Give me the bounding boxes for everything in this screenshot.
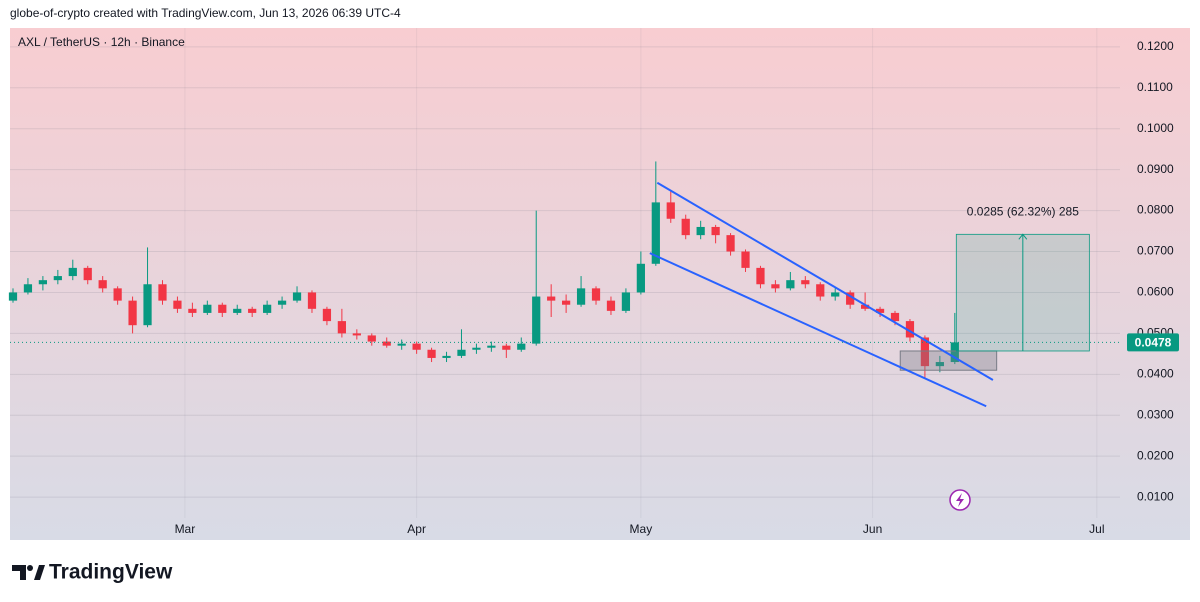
candle-body — [427, 349, 436, 358]
last-price-label: 0.0478 — [1135, 336, 1172, 350]
candle-body — [337, 321, 346, 334]
candle-body — [562, 300, 571, 305]
candle-body — [756, 267, 765, 285]
candle-body — [666, 202, 675, 219]
candle-body — [831, 292, 840, 297]
candle-body — [846, 292, 855, 305]
candle-body — [23, 284, 33, 293]
logo-shape — [34, 565, 45, 580]
candle-body — [532, 296, 541, 344]
candle-body — [576, 288, 586, 305]
candle-body — [263, 304, 272, 313]
x-tick-label: Mar — [175, 522, 196, 536]
candle-body — [322, 308, 332, 322]
candle-body — [890, 312, 900, 322]
last-price-tag — [1127, 333, 1179, 352]
candle-body — [726, 235, 735, 252]
candle-body — [203, 304, 212, 313]
candle-body — [83, 267, 92, 281]
candle-body — [442, 355, 451, 358]
candle-body — [98, 280, 107, 289]
trendline — [649, 252, 987, 408]
alert-icon-bolt — [956, 493, 964, 507]
candle-body — [502, 345, 511, 350]
candle-body — [382, 341, 391, 346]
candle-body — [188, 308, 197, 313]
header: globe-of-crypto created with TradingView… — [10, 6, 401, 20]
y-tick-label: 0.0900 — [1137, 162, 1174, 176]
candle-body — [233, 308, 242, 313]
logo-shape — [27, 565, 33, 571]
candle-body — [397, 343, 406, 346]
candle-body — [547, 296, 556, 301]
candle-body — [741, 251, 750, 268]
x-tick-label: May — [630, 522, 653, 536]
candle-body — [143, 284, 152, 326]
candle-body — [173, 300, 182, 309]
candle-body — [277, 300, 287, 305]
candle-body — [8, 292, 18, 301]
candle-body — [307, 292, 317, 309]
brand-logo — [12, 565, 45, 580]
candle-body — [487, 345, 496, 348]
y-tick-label: 0.1100 — [1137, 80, 1173, 94]
candle-body — [367, 335, 376, 342]
candle-body — [38, 280, 47, 285]
candle-body — [218, 304, 227, 313]
logo-shape — [12, 565, 26, 580]
y-tick-label: 0.0100 — [1137, 489, 1174, 503]
candle-body — [128, 300, 137, 326]
x-tick-label: Apr — [407, 522, 426, 536]
measure-arrowhead — [1018, 233, 1028, 240]
candle-body — [158, 284, 167, 301]
candle-body — [606, 300, 616, 311]
y-tick-label: 0.1000 — [1137, 121, 1174, 135]
candle-body — [696, 226, 705, 236]
candle-body — [920, 337, 930, 367]
brand: TradingView — [49, 561, 173, 584]
range-box — [899, 350, 998, 371]
candle-body — [711, 226, 720, 236]
y-tick-label: 0.0200 — [1137, 448, 1174, 462]
y-tick-label: 0.0700 — [1137, 244, 1174, 258]
candle-body — [771, 284, 780, 289]
y-tick-label: 0.0300 — [1137, 407, 1174, 421]
candle-body — [651, 202, 660, 264]
chart-title: AXL / TetherUS · 12h · Binance — [18, 35, 185, 49]
candle-body — [248, 308, 257, 313]
y-tick-label: 0.0400 — [1137, 366, 1174, 380]
candle-body — [591, 288, 601, 301]
candle-body — [636, 263, 645, 293]
candle-body — [621, 292, 631, 311]
candle-body — [113, 288, 122, 301]
y-tick-label: 0.0800 — [1137, 203, 1174, 217]
candle-body — [292, 292, 302, 301]
candle-body — [786, 280, 795, 289]
candle-body — [950, 342, 959, 363]
candle-body — [352, 333, 361, 336]
chart-panel — [10, 28, 1190, 540]
y-tick-label: 0.1200 — [1137, 39, 1174, 53]
x-tick-label: Jun — [863, 522, 882, 536]
candle-body — [457, 349, 466, 356]
candle-body — [681, 218, 690, 236]
candle-body — [68, 267, 77, 277]
candle-body — [53, 276, 62, 281]
candle-body — [905, 321, 915, 338]
measure-label: 0.0285 (62.32%) 285 — [967, 204, 1079, 218]
y-tick-label: 0.0600 — [1137, 285, 1174, 299]
candle-body — [875, 308, 885, 313]
plot-area: 0.01000.02000.03000.04000.05000.06000.07… — [8, 28, 1179, 536]
candle-body — [472, 347, 481, 350]
candle-body — [861, 304, 870, 309]
candle-body — [801, 280, 810, 285]
candle-body — [935, 362, 944, 367]
candle-body — [412, 343, 421, 350]
trendline — [656, 181, 994, 381]
candle-body — [517, 343, 526, 350]
candle-body — [816, 284, 825, 297]
x-tick-label: Jul — [1089, 522, 1104, 536]
